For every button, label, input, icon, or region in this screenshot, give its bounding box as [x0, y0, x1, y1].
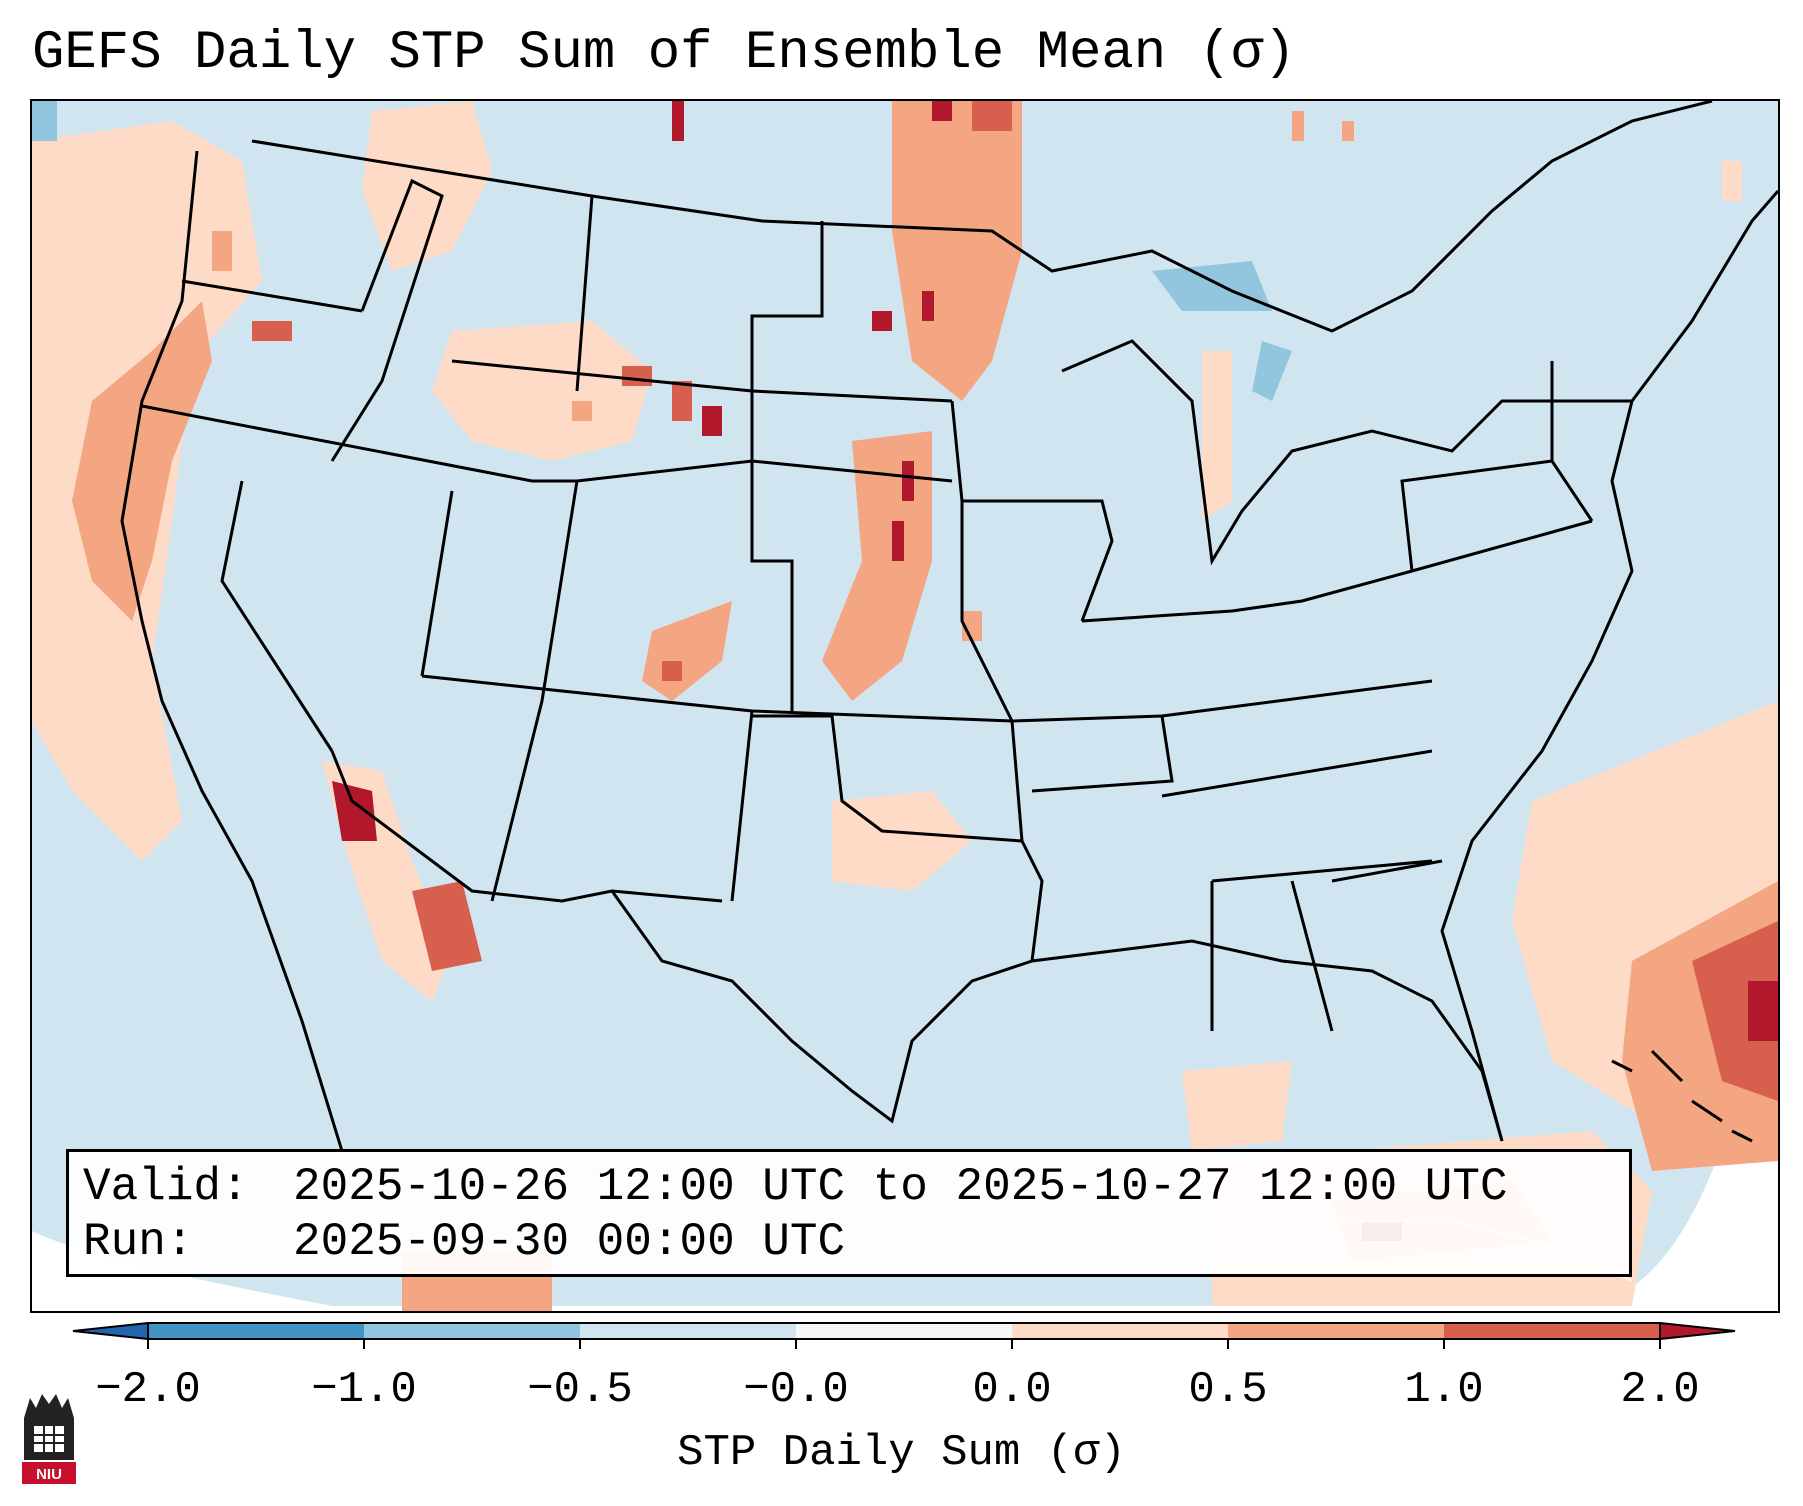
anomaly-caribbean-strong: [1692, 921, 1778, 1101]
anomaly-pnw-medium: [72, 301, 212, 621]
map-panel: [30, 99, 1780, 1313]
anomaly-baja-strong: [332, 781, 377, 841]
colorbar-tick-label: 1.0: [1404, 1365, 1484, 1415]
colorbar-label: STP Daily Sum (σ): [677, 1428, 1126, 1478]
plains-east: [950, 400, 1024, 842]
anomaly-pixel: [1292, 111, 1304, 141]
logo-text: NIU: [36, 1466, 62, 1483]
anomaly-gulf-south: [1182, 1061, 1292, 1151]
az-west: [330, 750, 723, 903]
colorbar-outline: [147, 1322, 1661, 1340]
anomaly-lake-michigan: [1252, 341, 1292, 401]
canada-border: [251, 101, 1713, 333]
anomaly-pixel: [662, 661, 682, 681]
run-line: Run: 2025-09-30 00:00 UTC: [83, 1215, 1629, 1270]
colorbar-segment: [1012, 1323, 1229, 1339]
run-label: Run:: [83, 1216, 194, 1268]
east-coast: [1440, 190, 1778, 1142]
colorbar-tick-label: −2.0: [95, 1365, 201, 1415]
nv-ca: [220, 480, 334, 752]
nm-tx: [730, 710, 1023, 902]
valid-value: 2025-10-26 12:00 UTC to 2025-10-27 12:00…: [293, 1161, 1508, 1213]
anomaly-mexico: [412, 881, 482, 971]
valid-label: Valid:: [83, 1161, 249, 1213]
valid-line: Valid: 2025-10-26 12:00 UTC to 2025-10-27…: [83, 1160, 1629, 1215]
ohio-valley: [1081, 519, 1593, 623]
map-canvas: [32, 101, 1778, 1311]
anomaly-pixel: [672, 381, 692, 421]
west-coast: [120, 150, 344, 1152]
niu-logo-icon: NIU: [22, 1394, 76, 1484]
anomaly-michigan: [1202, 351, 1232, 521]
colorbar-segment: [1444, 1323, 1661, 1339]
tn-ky: [1161, 679, 1433, 798]
anomaly-montana: [432, 321, 652, 461]
anomaly-pixel: [892, 521, 904, 561]
run-value: 2025-09-30 00:00 UTC: [293, 1216, 846, 1268]
political-borders: [120, 101, 1778, 1152]
colorbar-segment: [796, 1323, 1013, 1339]
anomaly-nd-mn: [892, 101, 1022, 401]
wy-co: [532, 459, 794, 711]
or-ca-nv: [141, 404, 533, 483]
anomaly-pixel: [1748, 981, 1778, 1041]
anomaly-pixel: [932, 101, 952, 121]
ut-co: [490, 480, 579, 902]
anomaly-pixel: [672, 101, 684, 141]
colorbar-segment: [364, 1323, 581, 1339]
anomaly-pixel: [902, 461, 914, 501]
anomaly-pixel: [1722, 161, 1742, 201]
colorbar-tick-label: 2.0: [1620, 1365, 1700, 1415]
anomaly-texas: [832, 791, 972, 891]
az-nm: [421, 674, 1013, 723]
anomaly-pixel: [572, 401, 592, 421]
bahamas: [1611, 1049, 1753, 1143]
colorbar-extend-low: [72, 1321, 149, 1341]
colorbar-tick-label: −0.0: [743, 1365, 849, 1415]
anomaly-pixel: [252, 321, 292, 341]
southeast-states: [1210, 859, 1443, 1032]
colorbar-tick-label: 0.5: [1188, 1365, 1268, 1415]
valid-run-box: Valid: 2025-10-26 12:00 UTC to 2025-10-27…: [66, 1149, 1632, 1277]
colorbar-tick-label: −0.5: [527, 1365, 633, 1415]
mt-dakota: [575, 195, 594, 392]
wa-or: [181, 279, 363, 313]
dakotas: [750, 221, 953, 483]
anomaly-pixel: [922, 291, 934, 321]
anomaly-pixel: [212, 231, 232, 271]
anomaly-pixel: [1342, 121, 1354, 141]
colorbar-extend-high: [1659, 1321, 1736, 1341]
colorbar-segment: [580, 1323, 797, 1339]
colorbar-segment: [1228, 1323, 1445, 1339]
gulf-coast: [1031, 939, 1504, 1142]
anomaly-pixel: [972, 101, 1012, 131]
anomaly-pixel: [872, 311, 892, 331]
nv-ut: [420, 490, 454, 677]
anomaly-lake-superior: [1152, 261, 1272, 311]
great-lakes: [1061, 339, 1572, 566]
ne-states: [1400, 361, 1632, 572]
id-west: [330, 178, 444, 462]
mo-ar: [1011, 714, 1174, 793]
colorbar-tick-label: 0.0: [972, 1365, 1052, 1415]
anomaly-pixel: [32, 101, 57, 141]
mn-ia: [962, 499, 1114, 622]
anomaly-pixel: [702, 406, 722, 436]
colorbar-tick-label: −1.0: [311, 1365, 417, 1415]
chart-title: GEFS Daily STP Sum of Ensemble Mean (σ): [32, 23, 1296, 84]
anomaly-pixel: [622, 366, 652, 386]
texas-coast: [610, 840, 1044, 1124]
colorbar-segment: [148, 1323, 365, 1339]
